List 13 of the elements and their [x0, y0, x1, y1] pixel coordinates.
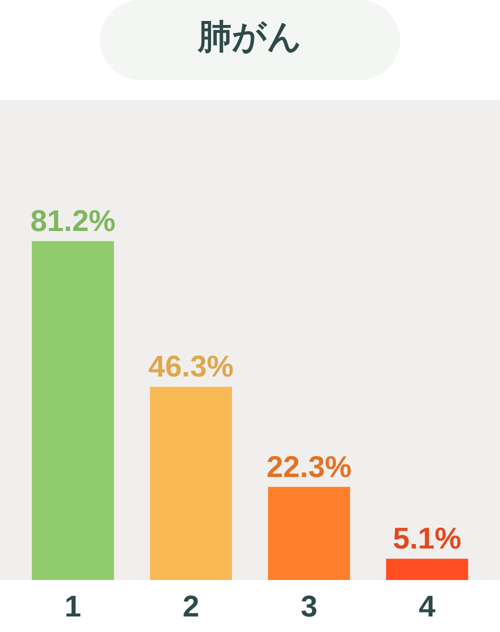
x-tick-label: 3: [300, 590, 318, 624]
data-label: 5.1%: [392, 522, 462, 556]
x-tick-label: 4: [418, 590, 436, 624]
chart-title: 肺がん: [197, 17, 302, 57]
data-label: 22.3%: [266, 450, 352, 484]
bar: [268, 486, 350, 580]
bar: [386, 558, 468, 580]
data-label: 46.3%: [148, 350, 234, 384]
bar: [150, 386, 232, 580]
data-label: 81.2%: [30, 205, 116, 238]
bar: [32, 241, 114, 580]
x-tick-label: 1: [64, 590, 82, 624]
x-tick-label: 2: [182, 590, 200, 624]
